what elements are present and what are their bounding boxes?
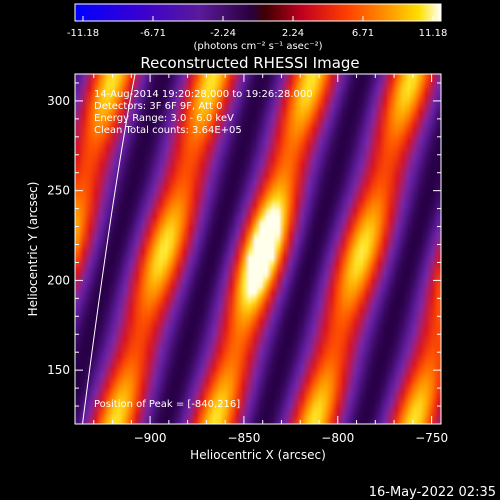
x-axis-label: Heliocentric X (arcsec)	[190, 448, 326, 462]
y-tick-label: 300	[47, 94, 70, 108]
info-line: 14-Aug-2014 19:20:28.000 to 19:26:28.000	[94, 89, 313, 100]
peak-position-label: Position of Peak = [-840,216]	[94, 399, 240, 410]
colorbar-unit-label: (photons cm⁻² s⁻¹ asec⁻²)	[193, 41, 322, 52]
colorbar-tick-label: 11.18	[419, 28, 448, 39]
y-tick-label: 200	[47, 273, 70, 287]
y-tick-label: 150	[47, 363, 70, 377]
colorbar-tick-label: -2.24	[210, 28, 236, 39]
y-axis: 150 200 250 300	[47, 82, 441, 407]
colorbar-tick-label: 6.71	[352, 28, 374, 39]
chart-title: Reconstructed RHESSI Image	[140, 54, 359, 72]
solar-limb-curve	[82, 73, 136, 425]
info-line: Energy Range: 3.0 - 6.0 keV	[94, 113, 234, 124]
x-axis: −900 −850 −800 −750	[74, 74, 448, 445]
x-tick-label: −900	[134, 431, 167, 445]
heatmap-image	[75, 74, 441, 424]
x-tick-label: −800	[321, 431, 354, 445]
observation-info: 14-Aug-2014 19:20:28.000 to 19:26:28.000…	[94, 89, 313, 136]
colorbar-tick-label: -11.18	[67, 28, 99, 39]
colorbar-tick-label: 2.24	[282, 28, 304, 39]
y-axis-label: Heliocentric Y (arcsec)	[26, 182, 40, 317]
x-tick-label: −750	[415, 431, 448, 445]
info-line: Clean Total counts: 3.64E+05	[94, 125, 242, 136]
colorbar	[74, 3, 442, 22]
plot-frame	[74, 73, 442, 425]
y-tick-label: 250	[47, 184, 70, 198]
x-tick-label: −850	[227, 431, 260, 445]
date-stamp: 16-May-2022 02:35	[369, 485, 496, 500]
colorbar-tick-label: -6.71	[140, 28, 166, 39]
info-line: Detectors: 3F 6F 9F, Att 0	[94, 101, 222, 112]
colorbar-ticks: -11.18 -6.71 -2.24 2.24 6.71 11.18	[67, 16, 447, 39]
